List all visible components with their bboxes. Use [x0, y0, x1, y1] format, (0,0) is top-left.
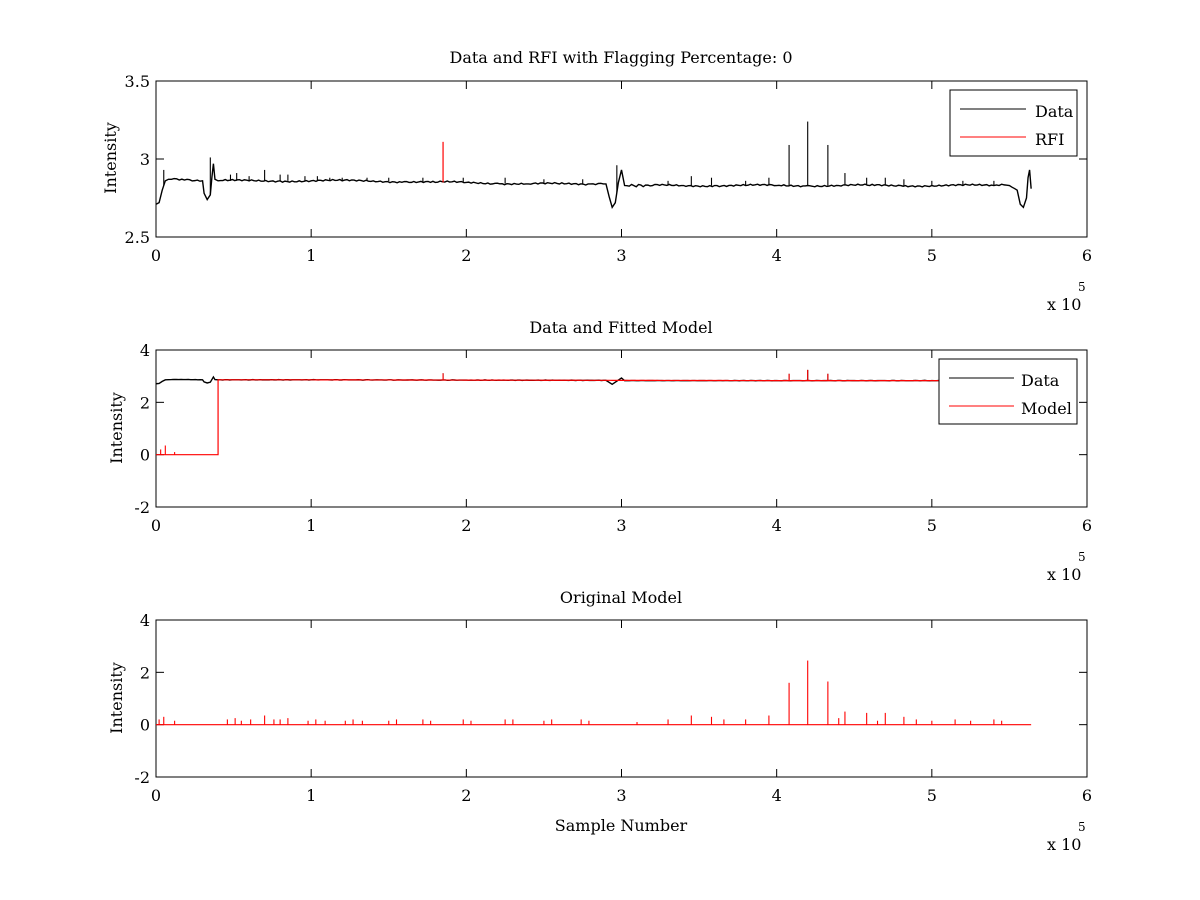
panel-1-xtick-label: 5: [927, 246, 937, 265]
panel-1-legend-label-rfi: RFI: [1035, 130, 1064, 149]
panel-2-xtick-label: 1: [306, 516, 316, 535]
panel-2-ytick-label: -2: [134, 498, 150, 517]
panel-1-plot-area: 0 1 2 3 4 5 6 2.5 3 3.5: [125, 72, 1093, 265]
panel-2-xtick-label: 5: [927, 516, 937, 535]
panel-1-ytick-label: 3.5: [125, 72, 150, 91]
panel-2-xtick-label: 6: [1082, 516, 1092, 535]
panel-3-x-multiplier-exponent: 5: [1078, 820, 1086, 834]
panel-3-xtick-label: 4: [772, 786, 782, 805]
panel-3-xtick-label: 2: [461, 786, 471, 805]
panel-1-axes-box: [155, 80, 1088, 238]
panel-2-axes-box: [155, 349, 1088, 508]
panel-2-legend: Data Model: [938, 358, 1078, 425]
panel-3-xtick-label: 3: [616, 786, 626, 805]
panel-3-ytick-label: -2: [134, 768, 150, 787]
panel-2-series-model-line: [156, 379, 1032, 456]
panel-3-series-group: [156, 660, 1032, 726]
panel-3-xtick-label: 1: [306, 786, 316, 805]
panel-2-xtick-label: 0: [151, 516, 161, 535]
panel-1-series-group: [156, 121, 1032, 210]
panel-2-xtick-label: 4: [772, 516, 782, 535]
panel-3-ytick-label: 0: [140, 716, 150, 735]
panel-3-x-multiplier: x 10: [1047, 835, 1081, 854]
panel-2-title: Data and Fitted Model: [529, 318, 712, 337]
panel-2-ytick-label: 2: [140, 393, 150, 412]
panel-2: Data and Fitted Model Intensity 0 1 2 3 4 5 6 -…: [107, 318, 1092, 584]
panel-3-xtick-label: 5: [927, 786, 937, 805]
panel-1-ytick-label: 3: [140, 150, 150, 169]
panel-1-x-multiplier-exponent: 5: [1078, 280, 1086, 294]
panel-3-xtick-label: 6: [1082, 786, 1092, 805]
panel-3-ylabel: Intensity: [107, 662, 126, 734]
panel-3-axes-box: [155, 619, 1088, 778]
panel-1-xtick-label: 0: [151, 246, 161, 265]
panel-3-ytick-label: 4: [140, 611, 150, 630]
panel-1-x-multiplier: x 10: [1047, 295, 1081, 314]
panel-2-legend-label-data: Data: [1021, 371, 1060, 390]
panel-2-legend-box: [938, 358, 1078, 425]
panel-2-legend-label-model: Model: [1021, 399, 1072, 418]
panel-1-ytick-label: 2.5: [125, 228, 150, 247]
panel-1-xtick-label: 2: [461, 246, 471, 265]
panel-2-series-group: [156, 369, 1032, 456]
panel-2-x-multiplier: x 10: [1047, 565, 1081, 584]
panel-3-xtick-label: 0: [151, 786, 161, 805]
panel-3-xlabel: Sample Number: [555, 816, 688, 835]
panel-1-legend: Data RFI: [949, 89, 1078, 157]
panel-1-xtick-label: 3: [616, 246, 626, 265]
panel-2-ylabel: Intensity: [107, 392, 126, 464]
panel-1-legend-box: [949, 89, 1078, 157]
panel-1: Data and RFI with Flagging Percentage: 0…: [101, 48, 1092, 314]
panel-1-xtick-label: 4: [772, 246, 782, 265]
panel-3-ytick-label: 2: [140, 663, 150, 682]
panel-2-xtick-label: 2: [461, 516, 471, 535]
panel-3-title: Original Model: [560, 588, 682, 607]
panel-1-xtick-label: 1: [306, 246, 316, 265]
panel-1-legend-label-data: Data: [1035, 102, 1074, 121]
panel-1-ylabel: Intensity: [101, 122, 120, 194]
panel-1-xtick-label: 6: [1082, 246, 1092, 265]
panel-2-x-multiplier-exponent: 5: [1078, 550, 1086, 564]
panel-1-title: Data and RFI with Flagging Percentage: 0: [449, 48, 792, 67]
panel-2-xtick-label: 3: [616, 516, 626, 535]
panel-2-ytick-label: 4: [140, 341, 150, 360]
panel-2-ytick-label: 0: [140, 446, 150, 465]
